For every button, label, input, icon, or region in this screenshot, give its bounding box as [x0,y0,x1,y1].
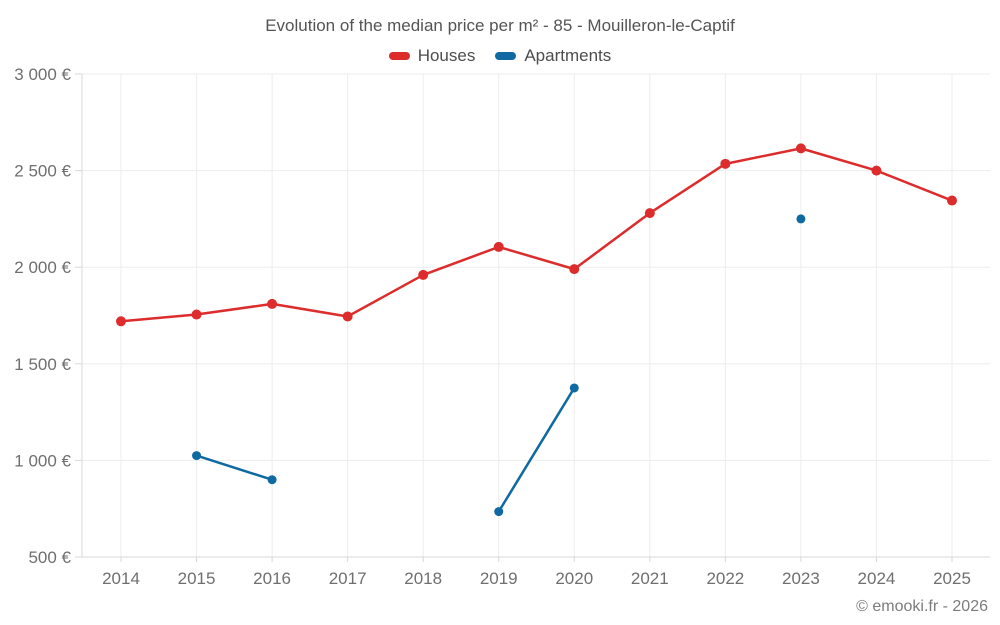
legend-label: Apartments [524,46,612,65]
x-tick-label: 2023 [782,569,820,588]
y-tick-label: 2 500 € [14,162,71,181]
data-point-houses[interactable] [191,309,202,320]
data-point-apartments[interactable] [192,451,202,461]
x-tick-label: 2020 [555,569,593,588]
data-point-houses[interactable] [871,165,882,176]
legend-item-houses[interactable]: Houses [388,46,476,66]
legend-marker-houses [388,52,410,60]
x-tick-label: 2016 [253,569,291,588]
x-tick-label: 2015 [178,569,216,588]
x-tick-label: 2017 [329,569,367,588]
legend-marker-apartments [495,52,517,60]
series-line-apartments [195,454,274,481]
x-tick-label: 2019 [480,569,518,588]
chart-title: Evolution of the median price per m² - 8… [265,16,735,35]
data-point-apartments[interactable] [267,475,277,485]
y-tick-label: 3 000 € [14,65,71,84]
data-point-houses[interactable] [342,311,353,322]
y-tick-label: 500 € [28,548,71,567]
y-tick-label: 1 000 € [14,451,71,470]
data-point-houses[interactable] [795,143,806,154]
x-tick-label: 2014 [102,569,140,588]
x-tick-label: 2024 [858,569,896,588]
data-point-houses[interactable] [720,158,731,169]
series-line-apartments [497,386,576,513]
legend-item-apartments[interactable]: Apartments [495,46,611,66]
y-tick-label: 1 500 € [14,355,71,374]
data-point-apartments[interactable] [796,214,806,224]
x-tick-label: 2018 [404,569,442,588]
legend-label: Houses [417,46,476,65]
x-tick-label: 2021 [631,569,669,588]
x-tick-label: 2022 [706,569,744,588]
data-point-apartments[interactable] [494,507,504,517]
footer-credit: © emooki.fr - 2026 [856,598,988,615]
data-point-houses[interactable] [418,269,429,280]
data-point-houses[interactable] [493,241,504,252]
data-point-houses[interactable] [116,316,126,327]
data-point-houses[interactable] [947,195,957,206]
data-point-houses[interactable] [267,298,278,309]
data-point-apartments[interactable] [569,383,579,393]
series-line-houses [119,147,954,323]
data-point-houses[interactable] [569,264,580,275]
y-tick-label: 2 000 € [14,258,71,277]
data-point-houses[interactable] [644,208,655,219]
x-tick-label: 2025 [933,569,971,588]
chart-legend: Houses Apartments [0,46,1000,66]
